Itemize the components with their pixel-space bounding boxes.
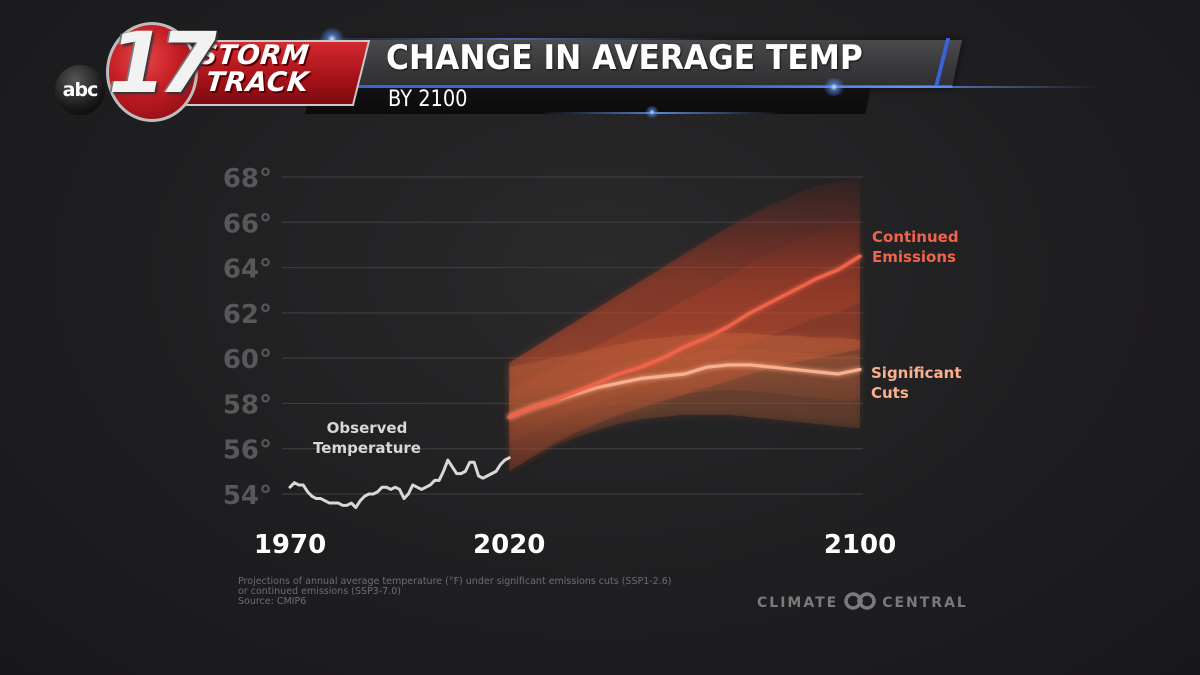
significant-cuts-label: Significant bbox=[871, 364, 961, 382]
observed-temperature-line bbox=[288, 456, 511, 510]
observed-temperature-label: Observed bbox=[327, 419, 408, 437]
series-labels: Observed Temperature Continued Emissions Sig… bbox=[313, 228, 961, 457]
climate-central-logo: CLIMATE CENTRAL bbox=[757, 592, 968, 614]
projection-ranges bbox=[509, 177, 860, 472]
lens-flare-line bbox=[540, 112, 780, 114]
footnote-line: or continued emissions (SSP3-7.0) bbox=[238, 586, 401, 597]
y-tick-label: 68° bbox=[223, 164, 272, 194]
y-tick-label: 62° bbox=[223, 300, 272, 330]
observed-temperature-label: Temperature bbox=[313, 439, 421, 457]
lens-flare bbox=[644, 106, 660, 118]
y-tick-label: 60° bbox=[223, 345, 272, 375]
abc-logo: abc bbox=[55, 65, 105, 115]
x-tick-label: 1970 bbox=[254, 530, 326, 560]
cc-logo-left: CLIMATE bbox=[757, 595, 839, 611]
significant-cuts-range-inner bbox=[509, 349, 860, 445]
page-subtitle: BY 2100 bbox=[388, 87, 468, 112]
y-axis-ticks: 54° 56° 58° 60° 62° 64° 66° 68° bbox=[223, 164, 272, 511]
y-tick-label: 66° bbox=[223, 209, 272, 239]
lens-flare-line bbox=[720, 86, 1100, 88]
x-axis-ticks: 1970 2020 2100 bbox=[254, 530, 896, 560]
series-lines bbox=[288, 254, 862, 510]
y-tick-label: 64° bbox=[223, 255, 272, 285]
significant-cuts-label: Cuts bbox=[871, 384, 909, 402]
y-tick-label: 56° bbox=[223, 436, 272, 466]
page-title: CHANGE IN AVERAGE TEMP bbox=[386, 38, 863, 78]
lens-flare-line bbox=[300, 38, 720, 40]
y-tick-label: 54° bbox=[223, 481, 272, 511]
logo-red-circle bbox=[106, 22, 198, 122]
lens-flare bbox=[822, 78, 846, 96]
header: CHANGE IN AVERAGE TEMP BY 2100 STORM TRA… bbox=[0, 0, 1200, 130]
x-tick-label: 2020 bbox=[473, 530, 545, 560]
continued-emissions-line bbox=[507, 254, 862, 419]
linked-circles-icon bbox=[844, 592, 876, 614]
footnote-line: Projections of annual average temperatur… bbox=[238, 576, 672, 587]
chart-footnote: Projections of annual average temperatur… bbox=[238, 577, 672, 607]
x-tick-label: 2100 bbox=[824, 530, 896, 560]
continued-emissions-label: Continued bbox=[872, 228, 959, 246]
cc-logo-right: CENTRAL bbox=[882, 595, 968, 611]
channel-number-logo: 17 bbox=[108, 14, 217, 112]
y-tick-label: 58° bbox=[223, 390, 272, 420]
footnote-source: Source: CMIP6 bbox=[238, 596, 307, 607]
continued-emissions-label: Emissions bbox=[872, 248, 956, 266]
